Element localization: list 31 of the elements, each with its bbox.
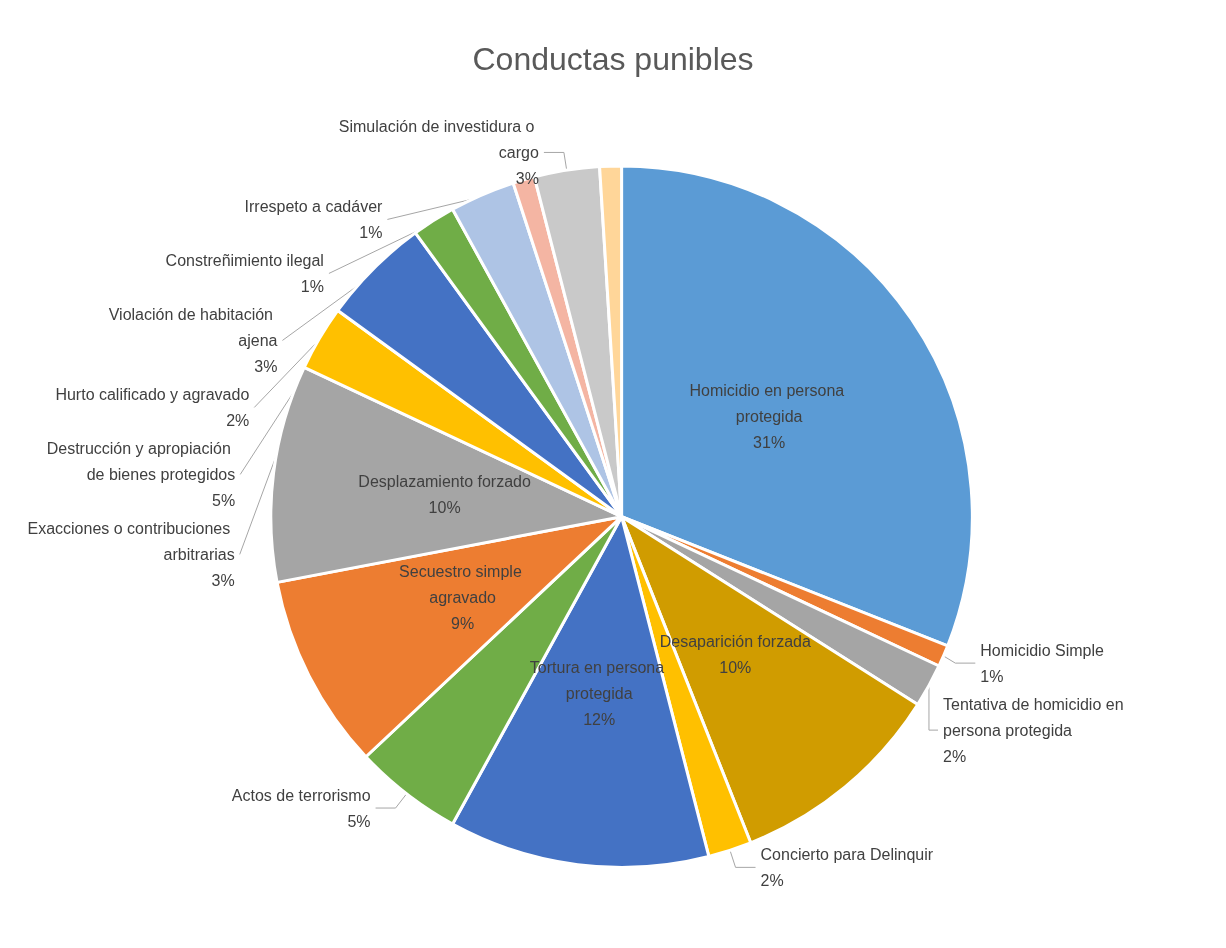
- slice-label: Homicidio Simple: [980, 641, 1105, 659]
- slice-label: Constreñimiento ilegal: [165, 251, 324, 269]
- data-label: 10%: [428, 498, 461, 516]
- data-label: 1%: [980, 667, 1004, 685]
- slice-label: Concierto para Delinquir: [760, 845, 934, 863]
- slice-label: Irrespeto a cadáver: [244, 197, 384, 215]
- slice-label: Simulación de investidura o cargo: [338, 117, 539, 161]
- slice-label: Hurto calificado y agravado: [55, 385, 250, 403]
- data-label: 2%: [760, 871, 784, 889]
- slice-label: Violación de habitación ajena: [108, 305, 278, 349]
- data-label: 3%: [211, 571, 235, 589]
- data-label: 10%: [719, 658, 752, 676]
- data-label: 9%: [451, 615, 475, 633]
- data-label: 12%: [583, 711, 616, 729]
- data-label: 2%: [226, 411, 250, 429]
- slice-label: Exacciones o contribuciones arbitrarias: [27, 519, 235, 563]
- data-label: 3%: [254, 357, 278, 375]
- data-label: 5%: [212, 491, 236, 509]
- data-label: 2%: [943, 747, 967, 765]
- data-label: 5%: [347, 812, 371, 830]
- slice-label: Homicidio en persona protegida: [689, 381, 849, 425]
- slice-label: Desplazamiento forzado: [358, 472, 531, 490]
- data-label: 1%: [300, 277, 324, 295]
- slice-label: Destrucción y apropiación de bienes protegidos: [46, 439, 236, 483]
- slice-label: Actos de terrorismo: [231, 786, 371, 804]
- slice-label: Tentativa de homicidio en persona protegida: [943, 695, 1128, 739]
- data-label: 31%: [753, 433, 786, 451]
- slice-label: Secuestro simple agravado: [399, 563, 527, 607]
- data-label: 1%: [359, 223, 383, 241]
- chart-title: Conductas punibles: [472, 41, 754, 77]
- data-label: 3%: [515, 169, 539, 187]
